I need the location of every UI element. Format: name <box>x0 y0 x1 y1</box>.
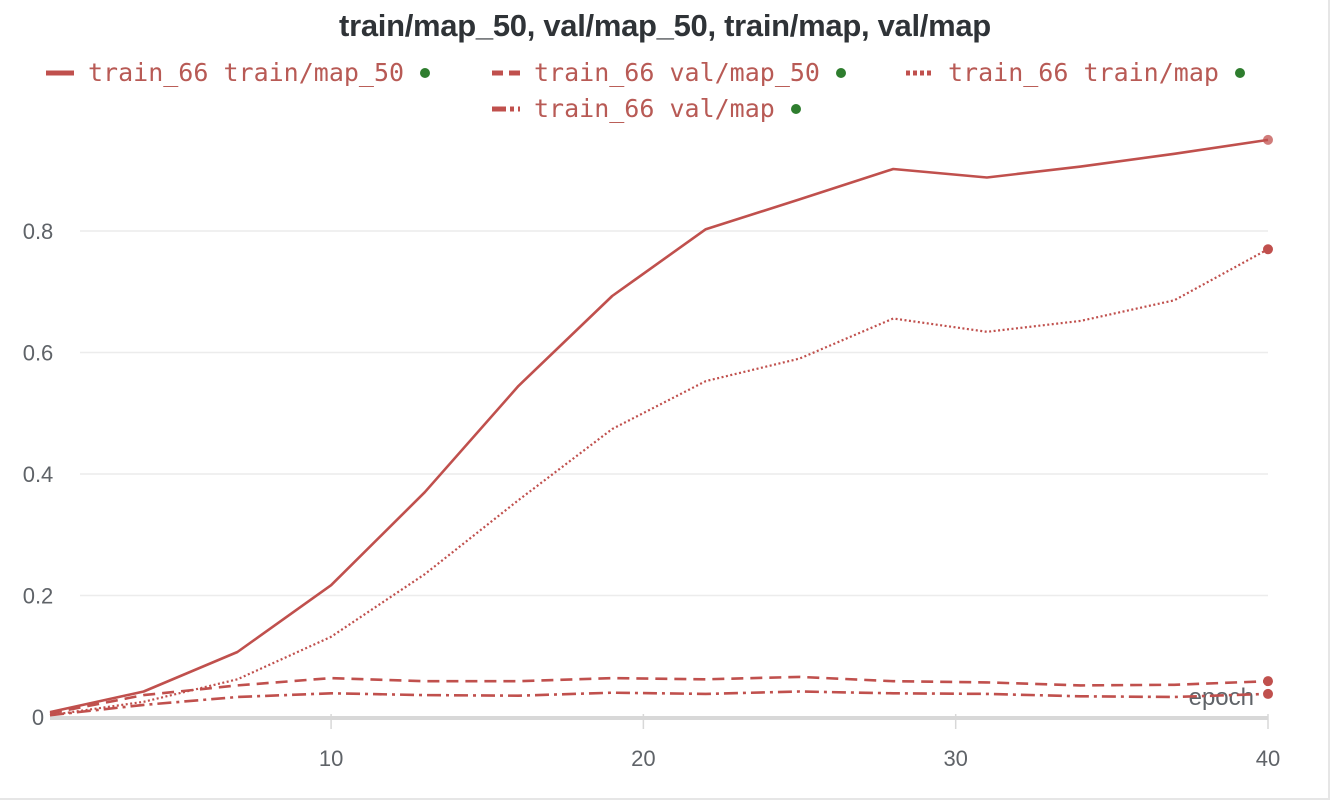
series-endpoint-0 <box>1263 134 1273 145</box>
x-axis-label: epoch <box>1189 684 1254 711</box>
series-line-2 <box>49 248 1269 717</box>
y-tick-label: 0.2 <box>23 584 54 609</box>
series-endpoint-2 <box>1263 244 1273 255</box>
legend-item-train-map[interactable]: train_66 train/map <box>906 58 1245 87</box>
legend-item-val-map50[interactable]: train_66 val/map_50 <box>492 58 846 87</box>
series-endpoint-1 <box>1263 676 1273 687</box>
chart-title: train/map_50, val/map_50, train/map, val… <box>339 8 991 43</box>
legend-item-train-map50[interactable]: train_66 train/map_50 <box>46 58 431 87</box>
series-line-1 <box>49 675 1269 715</box>
legend-label: train_66 train/map <box>948 58 1219 87</box>
series-line-3 <box>49 690 1269 717</box>
legend-swatch-solid <box>46 70 74 75</box>
legend-swatch-dotted <box>906 70 934 75</box>
y-tick-label: 0 <box>32 705 44 730</box>
legend-status-dot <box>835 67 846 78</box>
series-endpoint-3 <box>1263 688 1273 699</box>
y-tick-label: 0.4 <box>23 462 54 487</box>
legend-swatch-dashdot <box>492 106 520 111</box>
x-tick-label: 10 <box>319 746 343 771</box>
legend-label: train_66 val/map <box>534 94 775 123</box>
x-tick-label: 30 <box>943 746 967 771</box>
legend-status-dot <box>790 103 801 114</box>
series-line-0 <box>49 138 1269 714</box>
legend-label: train_66 train/map_50 <box>88 58 405 87</box>
x-tick-label: 40 <box>1256 746 1280 771</box>
legend-item-val-map[interactable]: train_66 val/map <box>492 94 801 123</box>
legend-label: train_66 val/map_50 <box>534 58 820 87</box>
y-tick-label: 0.6 <box>23 341 54 366</box>
legend-status-dot <box>1234 67 1245 78</box>
y-tick-label: 0.8 <box>23 219 54 244</box>
legend-status-dot <box>420 67 431 78</box>
legend-swatch-dashed <box>492 70 520 75</box>
x-tick-label: 20 <box>631 746 655 771</box>
